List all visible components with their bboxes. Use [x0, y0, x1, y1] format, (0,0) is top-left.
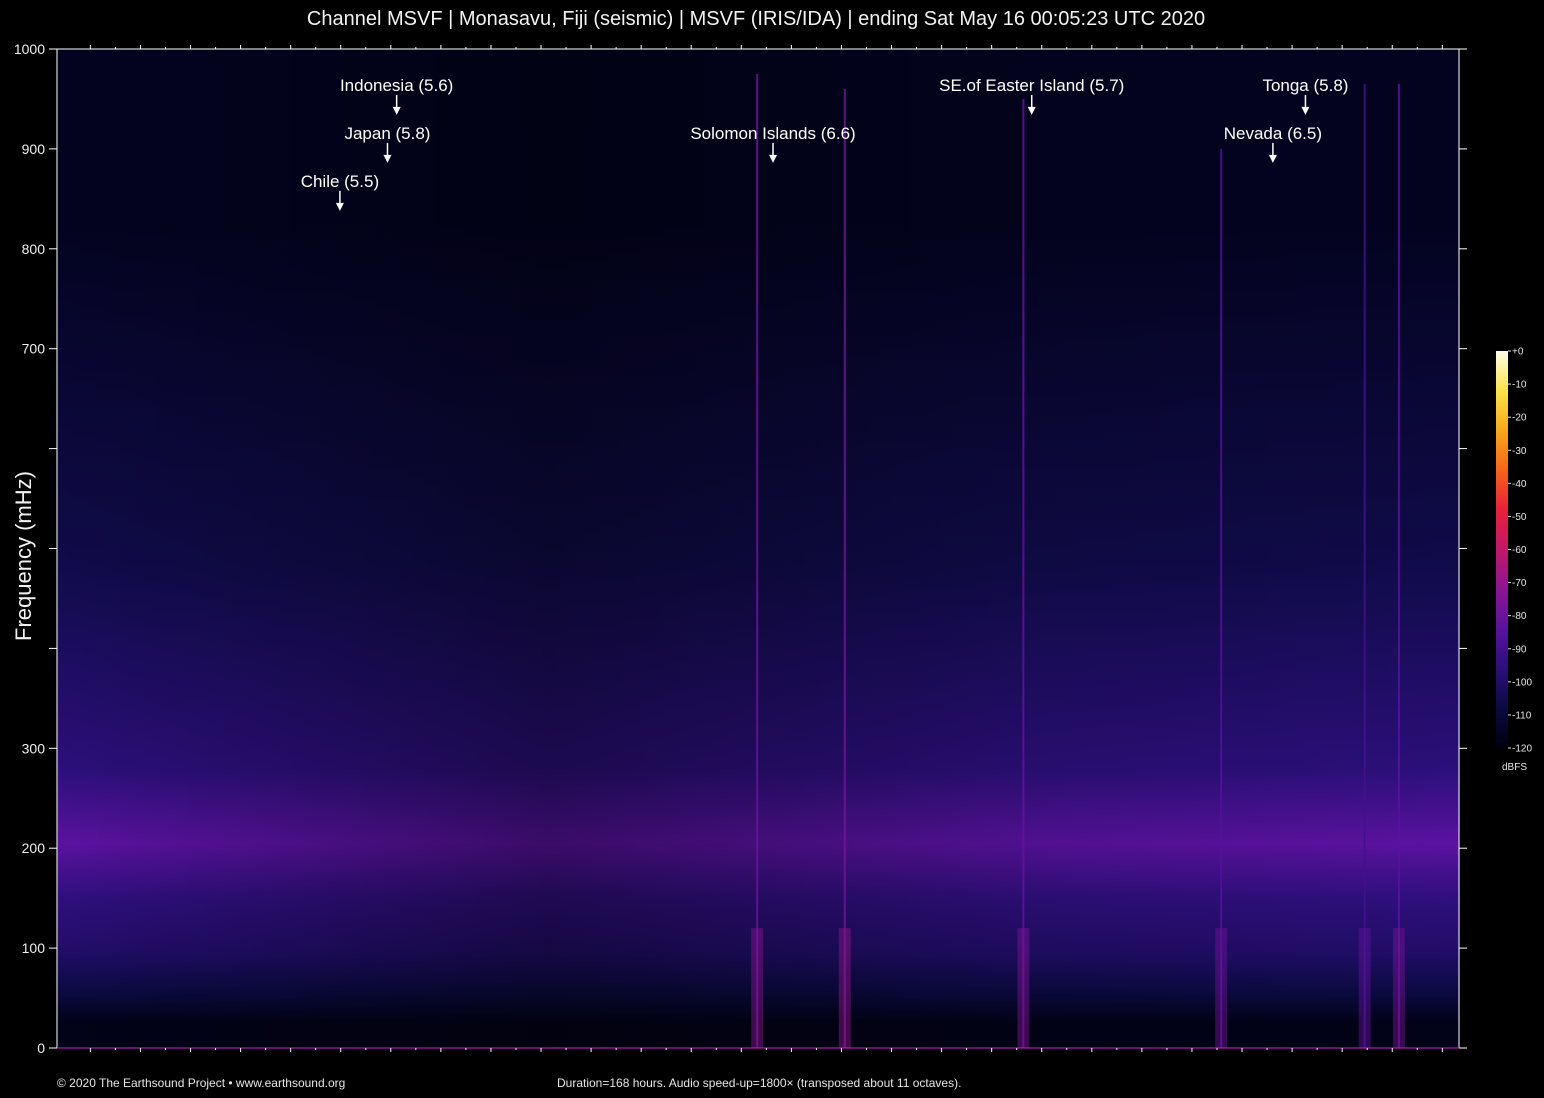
event-arrow-head [383, 154, 392, 163]
colorbar-tick-label: -120 [1512, 744, 1532, 755]
event-label: Indonesia (5.6) [340, 76, 453, 95]
event-streak-base [838, 928, 851, 1048]
y-tick-label: 100 [22, 940, 46, 956]
event-arrow-head [769, 154, 778, 163]
colorbar-gradient [1496, 351, 1508, 748]
colorbar-tick-label: -10 [1512, 380, 1527, 391]
event-label: Japan (5.8) [344, 124, 430, 143]
event-streak-base [1215, 928, 1228, 1048]
y-tick-label: 800 [22, 241, 46, 257]
event-annotation: Tonga (5.8) [1262, 76, 1348, 115]
colorbar: +0 -10 -20 -30 -40 -50 -60 -70 -80 -90 -100 -110 -12… [1496, 347, 1532, 755]
event-annotation: Chile (5.5) [301, 172, 379, 211]
event-arrow-head [1027, 106, 1036, 115]
colorbar-tick-label: -20 [1512, 413, 1527, 424]
colorbar-tick-label: -40 [1512, 479, 1527, 490]
x-axis-ticks [89, 45, 1443, 1052]
y-tick-label: 300 [22, 740, 46, 756]
colorbar-tick-label: -90 [1512, 644, 1527, 655]
colorbar-tick-label: -60 [1512, 545, 1527, 556]
duration-note: Duration=168 hours. Audio speed-up=1800×… [557, 1076, 962, 1090]
event-arrow-head [1268, 154, 1277, 163]
event-arrow-head [1301, 106, 1310, 115]
y-tick-label: 0 [37, 1040, 45, 1056]
chart-title: Channel MSVF | Monasavu, Fiji (seismic) … [306, 8, 1206, 30]
event-label: Solomon Islands (6.6) [690, 124, 855, 143]
event-annotations: Chile (5.5) Japan (5.8) Indonesia (5.6) Sol… [301, 76, 1348, 211]
event-label: Chile (5.5) [301, 172, 379, 191]
event-annotation: Solomon Islands (6.6) [690, 124, 856, 163]
event-streaks [751, 73, 1405, 1048]
colorbar-tick-label: +0 [1512, 347, 1524, 358]
event-arrow-head [392, 106, 401, 115]
colorbar-tick-label: -50 [1512, 512, 1527, 523]
event-annotation: Japan (5.8) [344, 124, 430, 163]
y-axis-ticks: 0 100 200 300 700 800 900 1000 [14, 41, 1467, 1056]
colorbar-unit-label: dBFS [1502, 762, 1528, 773]
y-tick-label: 200 [22, 840, 46, 856]
event-streak-base [751, 928, 764, 1048]
copyright-credit: © 2020 The Earthsound Project • www.eart… [57, 1076, 346, 1090]
event-annotation: Nevada (6.5) [1224, 124, 1322, 163]
event-arrow-head [335, 202, 344, 211]
colorbar-tick-label: -110 [1512, 710, 1532, 721]
event-streak-base [1017, 928, 1030, 1048]
event-annotation: SE.of Easter Island (5.7) [939, 76, 1124, 115]
colorbar-tick-label: -80 [1512, 611, 1527, 622]
event-label: Tonga (5.8) [1262, 76, 1348, 95]
y-tick-label: 700 [22, 341, 46, 357]
y-tick-label: 900 [22, 141, 46, 157]
colorbar-tick-label: -30 [1512, 446, 1527, 457]
event-streak-base [1392, 928, 1405, 1048]
colorbar-tick-label: -100 [1512, 677, 1532, 688]
y-tick-label: 1000 [14, 41, 45, 57]
event-label: Nevada (6.5) [1224, 124, 1322, 143]
event-label: SE.of Easter Island (5.7) [939, 76, 1124, 95]
event-streak-base [1358, 928, 1371, 1048]
event-annotation: Indonesia (5.6) [340, 76, 453, 115]
colorbar-tick-label: -70 [1512, 578, 1527, 589]
